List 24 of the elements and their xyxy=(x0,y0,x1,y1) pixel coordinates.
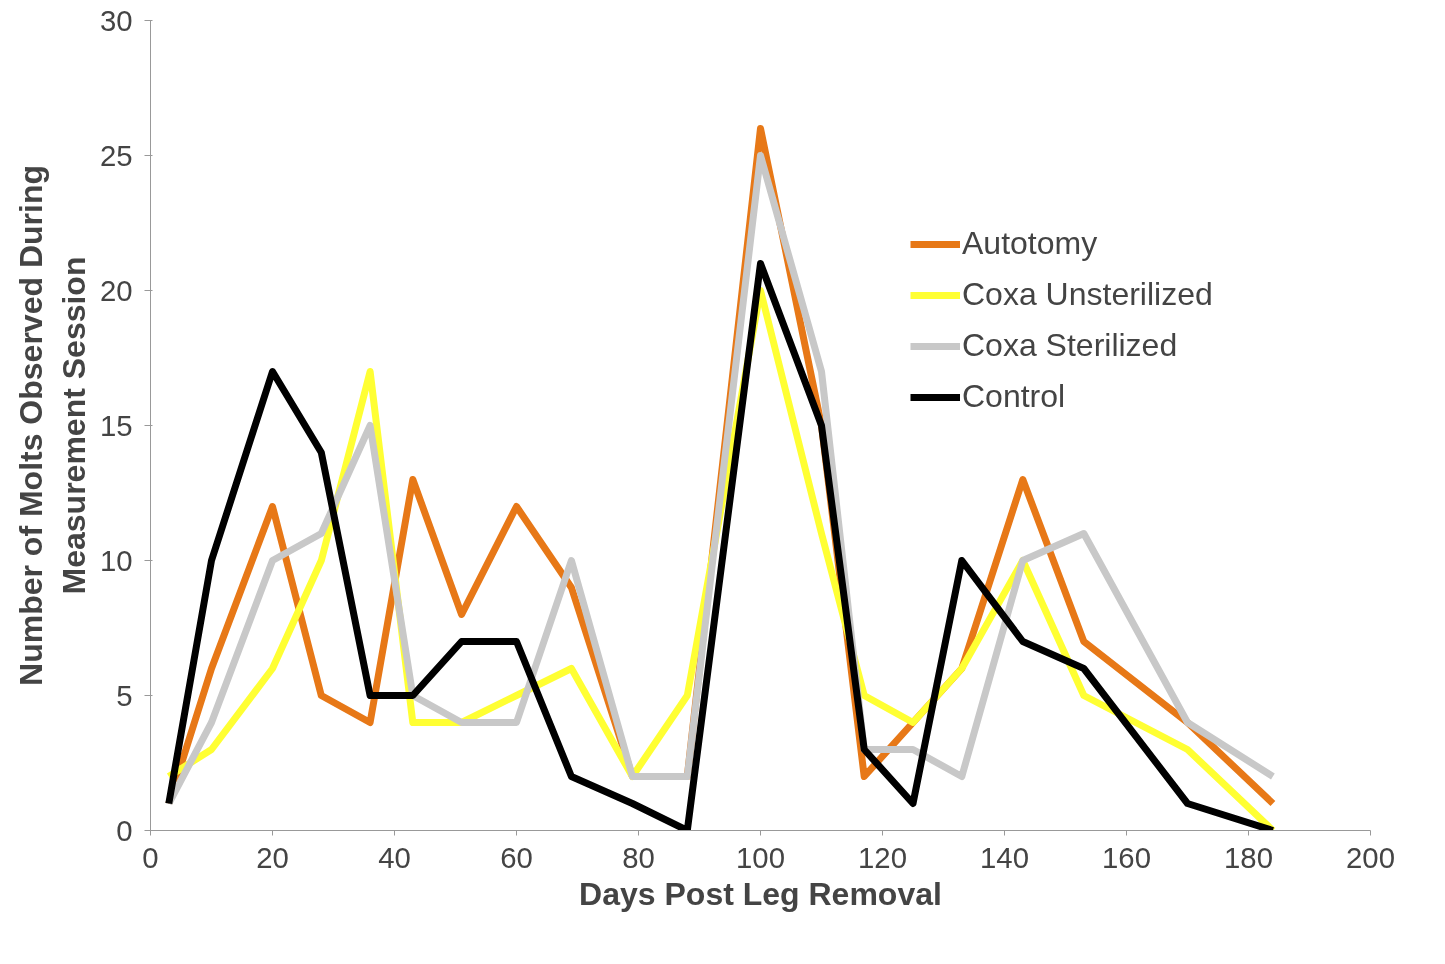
legend-label: Coxa Unsterilized xyxy=(962,276,1213,313)
x-tick-label: 100 xyxy=(736,840,785,874)
x-tick-label: 180 xyxy=(1224,840,1273,874)
y-tick-label: 25 xyxy=(99,138,133,172)
x-tick-label: 0 xyxy=(142,840,159,874)
x-tick-label: 120 xyxy=(858,840,907,874)
x-tick-label: 80 xyxy=(622,840,655,874)
y-axis-title: Number of Molts Observed During Measurement Session xyxy=(12,165,92,686)
x-tick-label: 160 xyxy=(1102,840,1151,874)
x-tick-label: 60 xyxy=(500,840,533,874)
y-tick-label: 15 xyxy=(99,408,133,442)
legend-label: Coxa Sterilized xyxy=(962,327,1178,364)
x-tick-label: 140 xyxy=(980,840,1029,874)
y-tick-label: 5 xyxy=(116,678,133,712)
y-tick-label: 30 xyxy=(99,3,133,37)
x-tick-label: 20 xyxy=(256,840,289,874)
legend-label: Control xyxy=(962,378,1066,415)
y-tick-label: 20 xyxy=(99,273,133,307)
legend-label: Autotomy xyxy=(962,225,1098,262)
y-tick-label: 10 xyxy=(99,543,133,577)
y-tick-label: 0 xyxy=(116,813,133,847)
x-tick-label: 200 xyxy=(1346,840,1395,874)
x-tick-label: 40 xyxy=(378,840,411,874)
x-axis-title: Days Post Leg Removal xyxy=(579,875,942,912)
